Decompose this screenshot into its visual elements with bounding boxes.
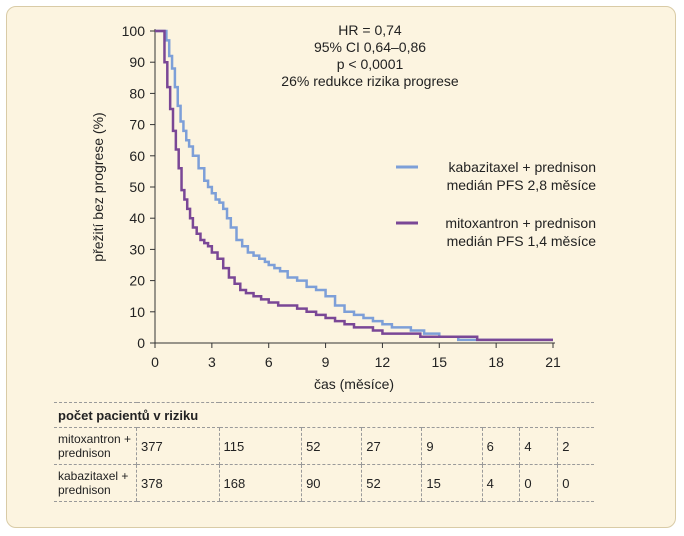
y-tick-label: 20	[129, 273, 145, 289]
risk-cell: 6	[481, 427, 520, 465]
risk-cell: 27	[361, 427, 422, 465]
y-tick-label: 80	[129, 85, 145, 101]
risk-cell: 15	[421, 464, 483, 502]
series-line-kabazitaxel	[155, 29, 553, 342]
y-axis-label: přežití bez progrese (%)	[90, 112, 106, 261]
y-tick-label: 30	[129, 241, 145, 257]
annotation-hr: HR = 0,74	[338, 22, 402, 38]
annotation-ci: 95% CI 0,64–0,86	[313, 39, 427, 55]
x-tick-label: 15	[431, 354, 447, 370]
x-tick-label: 9	[322, 354, 330, 370]
risk-row-mitoxantron: mitoxantron + prednison 377 115 52 27 9 …	[54, 427, 594, 465]
x-tick-label: 0	[151, 354, 159, 370]
x-tick-label: 21	[545, 354, 561, 370]
y-tick-label: 90	[129, 54, 145, 70]
series-line-mitoxantron	[155, 29, 553, 342]
legend-sublabel: medián PFS 1,4 měsíce	[447, 233, 597, 249]
risk-cell: 0	[519, 464, 558, 502]
y-tick-label: 0	[137, 335, 145, 351]
risk-cell: 115	[218, 427, 302, 465]
annotation-p: p < 0,0001	[336, 56, 404, 72]
risk-cell: 378	[136, 464, 220, 502]
y-tick-label: 70	[129, 117, 145, 133]
y-tick-label: 10	[129, 304, 145, 320]
risk-cell: 52	[361, 464, 422, 502]
risk-cell: 0	[557, 464, 594, 502]
risk-cell: 90	[301, 464, 362, 502]
risk-cell: 52	[301, 427, 362, 465]
y-tick-label: 50	[129, 179, 145, 195]
legend-sublabel: medián PFS 2,8 měsíce	[447, 177, 597, 193]
y-tick-label: 100	[122, 23, 146, 39]
risk-cell: 168	[218, 464, 302, 502]
risk-row-kabazitaxel: kabazitaxel + prednison 378 168 90 52 15…	[54, 464, 594, 502]
risk-cell: 2	[557, 427, 594, 465]
risk-cell: 9	[421, 427, 483, 465]
x-tick-label: 12	[375, 354, 391, 370]
risk-table-header: počet pacientů v riziku	[54, 402, 594, 428]
x-tick-label: 6	[265, 354, 273, 370]
risk-cell: 4	[519, 427, 558, 465]
y-tick-label: 40	[129, 210, 145, 226]
x-axis-label: čas (měsíce)	[314, 376, 394, 392]
x-tick-label: 18	[488, 354, 504, 370]
risk-cell: 4	[481, 464, 520, 502]
legend-label: mitoxantron + prednison	[445, 215, 596, 231]
km-chart: 0 10 20 30 40 50 60 70 80 90 100 0 3 6 9 12 15 18 21 čas (m…	[90, 23, 597, 392]
risk-row-label: kabazitaxel + prednison	[54, 464, 137, 502]
risk-table: počet pacientů v riziku mitoxantron + pr…	[54, 402, 594, 502]
risk-row-label: mitoxantron + prednison	[54, 427, 137, 465]
legend-label: kabazitaxel + prednison	[449, 159, 597, 175]
annotation-risk-reduction: 26% redukce rizika progrese	[281, 73, 459, 89]
risk-cell: 377	[136, 427, 220, 465]
x-tick-label: 3	[208, 354, 216, 370]
y-tick-label: 60	[129, 148, 145, 164]
